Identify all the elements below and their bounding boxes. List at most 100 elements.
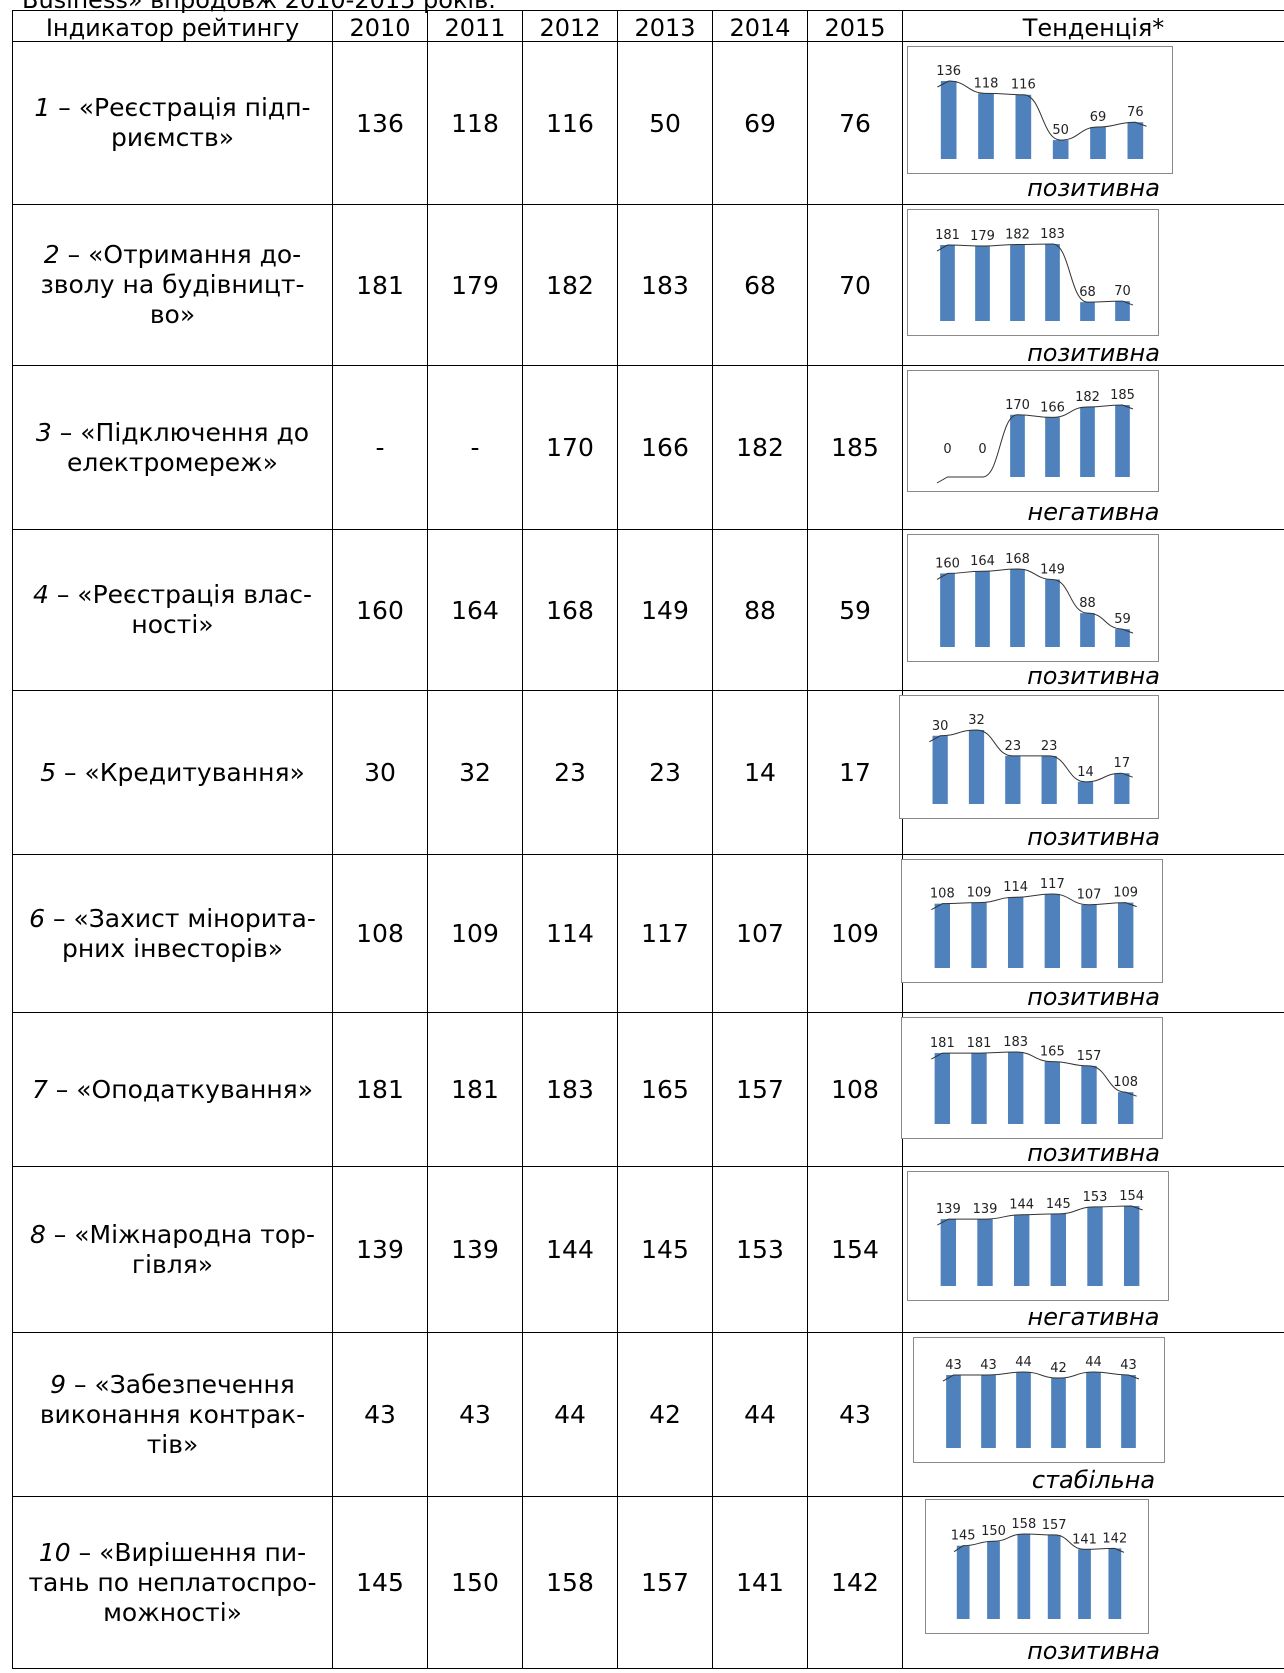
chart-bar [1127, 122, 1144, 159]
year-value-cell: 50 [617, 41, 713, 205]
indicator-dash: – [45, 1219, 75, 1249]
chart-bar [1115, 405, 1130, 477]
year-value-cell: 76 [807, 41, 903, 205]
trend-cell-inner: 181 179 182 183 68 70 позитивна [903, 205, 1284, 367]
trend-label: негативна [1027, 1303, 1160, 1331]
chart-bar [1047, 1534, 1061, 1619]
year-value-cell: 154 [807, 1166, 903, 1333]
mini-chart-svg: 0 0 170 166 182 185 [936, 388, 1135, 484]
mini-bar-chart: 145 150 158 157 141 142 [925, 1499, 1149, 1634]
indicator-number: 3 [35, 417, 52, 447]
chart-bar [1010, 244, 1025, 321]
mini-chart-svg: 181 179 182 183 68 70 [935, 227, 1134, 321]
chart-data-label: 182 [1075, 390, 1100, 405]
chart-trendline [937, 1205, 1143, 1226]
chart-bar [971, 902, 987, 968]
header-trend: Тенденція* [902, 10, 1284, 42]
chart-bar [1080, 406, 1095, 477]
indicator-title: «Забезпечення виконання контрак-тів» [39, 1369, 306, 1459]
chart-data-label: 144 [1009, 1198, 1034, 1213]
chart-data-label: 23 [1005, 739, 1022, 754]
chart-data-label: 109 [967, 886, 992, 901]
chart-data-label: 139 [973, 1202, 998, 1217]
trend-cell: 160 164 168 149 88 59 позитивна [902, 529, 1284, 691]
trend-cell: 181 179 182 183 68 70 позитивна [902, 204, 1284, 367]
chart-data-label: 183 [1003, 1035, 1028, 1050]
chart-bar [940, 1219, 957, 1286]
chart-bar [1117, 1092, 1134, 1124]
indicator-cell: 6 – «Захист мінорита-рних інвесторів» [12, 854, 333, 1013]
trend-cell-inner: 0 0 170 166 182 185 негативна [903, 366, 1284, 529]
year-value-cell: 23 [617, 690, 713, 855]
indicator-cell: 4 – «Реєстрація влас-ності» [12, 529, 333, 691]
indicator-cell: 2 – «Отримання до-зволу на будівницт-во» [12, 204, 333, 366]
chart-data-label: 88 [1079, 596, 1096, 611]
year-value-cell: 183 [522, 1012, 618, 1167]
year-value-cell: 145 [332, 1496, 428, 1669]
year-value-cell: 166 [617, 365, 713, 530]
mini-chart-svg: 108 109 114 117 107 109 [930, 877, 1138, 968]
year-value-cell: 183 [617, 204, 713, 366]
year-value-cell: 68 [712, 204, 808, 366]
chart-trendline [936, 568, 1134, 634]
chart-data-label: 32 [968, 713, 985, 728]
chart-trendline [931, 1051, 1137, 1097]
chart-bar [1090, 127, 1106, 159]
chart-data-label: 43 [1120, 1358, 1137, 1373]
mini-chart-svg: 139 139 144 145 153 154 [936, 1189, 1144, 1286]
year-value-cell: 117 [617, 854, 713, 1013]
chart-bar [1041, 755, 1057, 804]
chart-bar [1015, 94, 1032, 159]
indicator-number: 2 [43, 240, 60, 269]
chart-data-label: 157 [1077, 1049, 1102, 1064]
chart-data-label: 76 [1127, 105, 1144, 120]
chart-bar [1080, 613, 1095, 647]
chart-data-label: 139 [936, 1202, 961, 1217]
chart-data-label: 44 [1085, 1355, 1102, 1370]
chart-data-label: 30 [932, 719, 949, 734]
chart-data-label: 44 [1015, 1355, 1032, 1370]
indicator-dash: – [59, 240, 89, 269]
chart-data-label: 160 [935, 556, 960, 571]
chart-data-label: 157 [1042, 1518, 1067, 1533]
year-value-cell: 142 [807, 1496, 903, 1669]
chart-data-label: 168 [1005, 552, 1030, 567]
header-row: Індикатор рейтингу 2010 2011 2012 2013 2… [12, 10, 1284, 42]
indicator-number: 1 [34, 93, 51, 122]
chart-bar [1050, 1213, 1067, 1286]
indicator-dash: – [51, 417, 81, 447]
indicator-cell: 7 – «Оподаткування» [12, 1012, 333, 1167]
chart-data-label: 0 [943, 442, 951, 457]
chart-bar [1013, 1214, 1030, 1286]
year-value-cell: 118 [427, 41, 523, 205]
indicator-dash: – [48, 580, 78, 609]
year-value-cell: 70 [807, 204, 903, 366]
chart-bar [1086, 1372, 1101, 1448]
indicator-cell: 10 – «Вирішення пи-тань по неплатоспро-м… [12, 1496, 333, 1669]
mini-bar-chart: 181 181 183 165 157 108 [901, 1017, 1163, 1139]
year-value-cell: 139 [332, 1166, 428, 1333]
chart-data-label: 42 [1050, 1361, 1067, 1376]
header-year-2014: 2014 [712, 10, 808, 42]
chart-data-label: 23 [1041, 739, 1058, 754]
trend-cell-inner: 43 43 44 42 44 43 стабільна [903, 1333, 1284, 1496]
chart-data-label: 142 [1102, 1531, 1127, 1546]
table-row: 2 – «Отримання до-зволу на будівницт-во»… [12, 204, 1284, 367]
year-value-cell: 139 [427, 1166, 523, 1333]
mini-bar-chart: 108 109 114 117 107 109 [901, 859, 1163, 983]
chart-bar [981, 1375, 996, 1448]
year-value-cell: 168 [522, 529, 618, 691]
year-value-cell: 170 [522, 365, 618, 530]
table-row: 5 – «Кредитування» 30 32 23 23 14 17 30 32 23 23 14… [12, 690, 1284, 855]
chart-data-label: 118 [974, 76, 999, 91]
year-value-cell: 157 [712, 1012, 808, 1167]
year-value-cell: 23 [522, 690, 618, 855]
year-value-cell: - [332, 365, 428, 530]
chart-bar [1117, 902, 1134, 968]
indicator-cell: 1 – «Реєстрація підп-риємств» [12, 41, 333, 205]
chart-bar [1017, 1534, 1031, 1619]
chart-bar [934, 903, 951, 968]
indicator-title: «Реєстрація підп-риємств» [78, 93, 311, 152]
indicator-dash: – [70, 1537, 100, 1567]
year-value-cell: 165 [617, 1012, 713, 1167]
